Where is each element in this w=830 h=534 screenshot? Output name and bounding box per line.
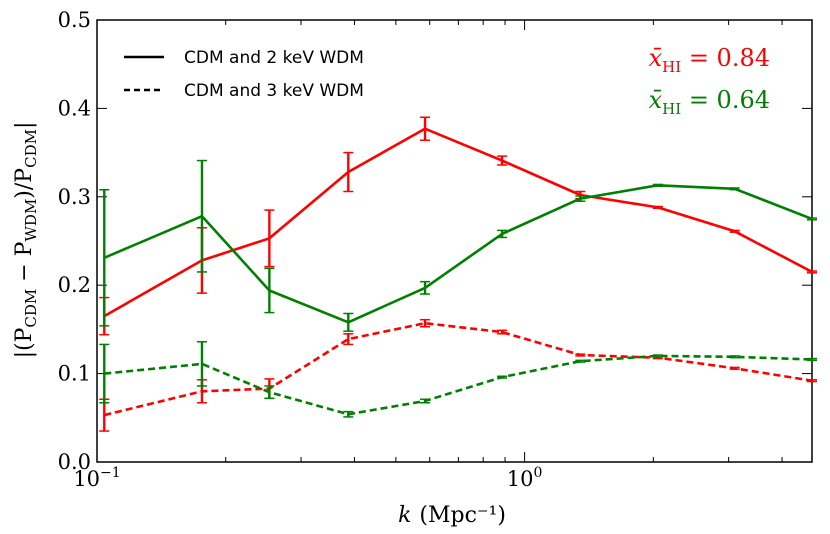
annotation-xhi-084: x̄HI = 0.84	[649, 44, 770, 76]
y-title-part: )/P	[12, 168, 37, 199]
legend: CDM and 2 keV WDM CDM and 3 keV WDM	[124, 48, 364, 101]
plot-frame	[96, 19, 813, 463]
x-tick-base: 10	[507, 467, 534, 491]
y-title-part: |	[12, 122, 37, 129]
y-title-sub: CDM	[22, 129, 40, 168]
x-axis-var: k	[398, 503, 411, 528]
series-line	[103, 184, 813, 324]
x-tick-label: 10−1	[73, 465, 120, 491]
x-tick-label: 100	[507, 465, 543, 491]
annotation-sub: HI	[662, 100, 681, 118]
y-tick-label: 0.3	[58, 185, 91, 209]
y-tick-label: 0.1	[58, 362, 91, 386]
series-2	[99, 318, 817, 432]
annotation-var: x̄	[649, 86, 663, 114]
annotation-var: x̄	[649, 44, 663, 72]
y-tick-label: 0.0	[58, 450, 91, 474]
x-axis-unit: (Mpc⁻¹)	[419, 503, 506, 528]
annotation-xhi-064: x̄HI = 0.64	[649, 86, 770, 118]
x-axis-title: k (Mpc⁻¹)	[398, 503, 506, 528]
series-line	[103, 321, 813, 417]
annotation-eq: = 0.84	[681, 44, 770, 72]
annotation-sub: HI	[662, 58, 681, 76]
y-title-sub: CDM	[22, 289, 40, 328]
y-tick-label: 0.4	[58, 96, 91, 120]
y-title-sub: WDM	[22, 199, 40, 242]
y-title-part: − P	[12, 241, 37, 288]
series-line	[103, 127, 813, 318]
annotation-eq: = 0.64	[681, 86, 770, 114]
y-tick-label: 0.2	[58, 273, 91, 297]
series-0	[99, 116, 817, 336]
series-line	[104, 354, 813, 416]
legend-label-3kev: CDM and 3 keV WDM	[184, 81, 364, 101]
x-tick-base: 10	[73, 467, 100, 491]
series-1	[99, 159, 817, 332]
y-axis-title: |(PCDM − PWDM)/PCDM|	[12, 122, 40, 359]
plot-layer: 0.00.10.20.30.40.510−1 100	[58, 8, 817, 491]
legend-label-2kev: CDM and 2 keV WDM	[184, 48, 364, 68]
x-tick-exponent: −1	[100, 465, 121, 481]
y-tick-label: 0.5	[58, 8, 91, 32]
series-3	[99, 341, 817, 418]
x-tick-exponent: 0	[534, 465, 543, 481]
y-title-part: |(P	[12, 327, 37, 358]
